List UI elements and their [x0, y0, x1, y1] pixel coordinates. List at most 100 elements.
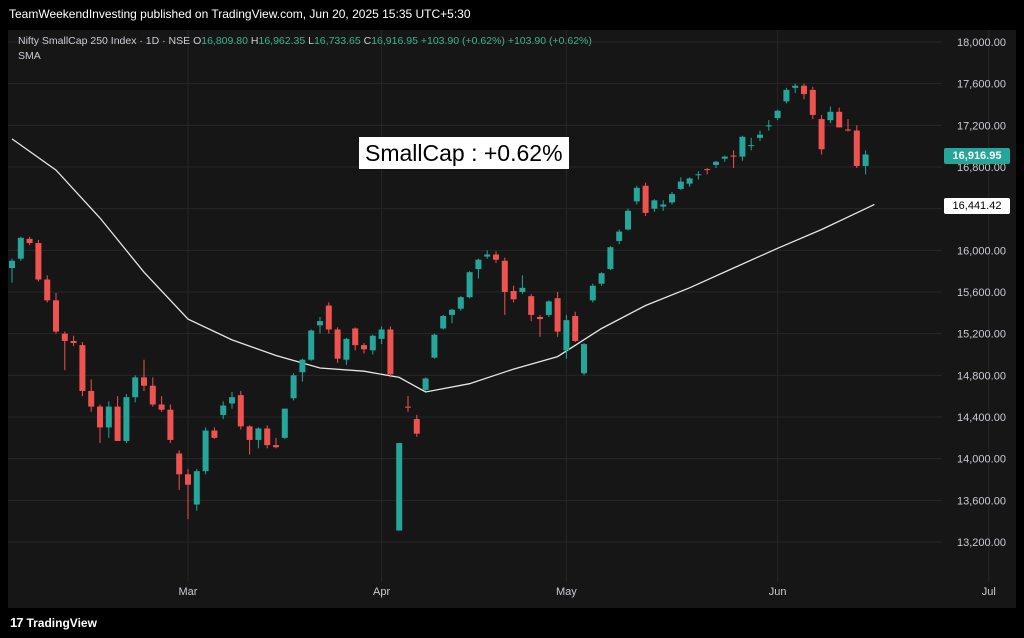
- grid-lines: [8, 30, 990, 582]
- candle-body: [202, 430, 209, 472]
- candle: [642, 182, 649, 216]
- candle: [625, 208, 631, 231]
- candle-body: [378, 329, 385, 339]
- candle-body: [26, 238, 33, 244]
- candle: [537, 314, 543, 337]
- candle: [765, 120, 772, 131]
- candle-body: [651, 200, 658, 209]
- time-tick-label: Jun: [769, 586, 787, 598]
- candle-body: [677, 181, 684, 189]
- candle-body: [317, 321, 323, 326]
- candle-body: [193, 471, 200, 505]
- candle-body: [17, 237, 24, 259]
- candle: [281, 408, 288, 439]
- candle-body: [836, 111, 843, 128]
- candle: [686, 177, 693, 187]
- candle-body: [132, 377, 139, 398]
- high-value: 16,962.35: [258, 35, 306, 47]
- candle: [545, 300, 552, 317]
- candle-body: [220, 405, 227, 415]
- candle-body: [290, 375, 297, 399]
- candle: [352, 327, 359, 351]
- candle: [660, 200, 667, 211]
- candle-body: [141, 377, 147, 386]
- smallcap-annotation: SmallCap : +0.62%: [359, 137, 569, 169]
- candle: [220, 401, 227, 420]
- candle-body: [264, 428, 271, 446]
- candle: [229, 392, 235, 409]
- time-tick-label: Mar: [179, 586, 198, 598]
- candle-body: [581, 344, 587, 374]
- candle: [862, 150, 869, 175]
- candle: [9, 258, 15, 283]
- candle: [132, 375, 139, 403]
- candle: [264, 425, 271, 449]
- candle: [202, 427, 209, 475]
- published-by-text: TeamWeekendInvesting published on Tradin…: [9, 7, 471, 21]
- candle-body: [35, 243, 42, 280]
- candle: [484, 250, 491, 259]
- close-value: 16,916.95: [371, 35, 418, 47]
- sma-line-layer: [11, 138, 875, 393]
- candle-body: [44, 279, 51, 301]
- candle: [105, 401, 112, 438]
- candle: [431, 333, 438, 359]
- symbol-name: Nifty SmallCap 250 Index · 1D · NSE: [18, 35, 191, 47]
- candle: [651, 199, 658, 212]
- candle: [528, 294, 535, 322]
- candle-body: [501, 260, 508, 292]
- candle-body: [246, 426, 253, 440]
- candle-body: [809, 89, 816, 115]
- candle-body: [70, 340, 77, 344]
- candle-body: [598, 273, 605, 284]
- candle-body: [9, 260, 15, 269]
- time-tick-label: Apr: [373, 586, 390, 598]
- tradingview-brand-text: TradingView: [26, 616, 97, 630]
- candles-layer: [9, 83, 869, 531]
- candle-body: [642, 185, 649, 213]
- candle: [396, 443, 403, 531]
- price-tick-label: 17,600.00: [957, 79, 1006, 91]
- symbol-legend: Nifty SmallCap 250 Index · 1D · NSE O16,…: [18, 35, 592, 47]
- candle-body: [660, 204, 667, 207]
- candle: [853, 125, 860, 169]
- candle-body: [845, 129, 851, 131]
- sma-indicator-label[interactable]: SMA: [18, 50, 41, 62]
- candle: [563, 314, 570, 359]
- candle: [616, 229, 623, 245]
- candle-body: [449, 309, 455, 315]
- candle-body: [730, 155, 737, 157]
- candle-body: [713, 161, 719, 165]
- candle-body: [765, 125, 772, 127]
- candle-body: [405, 406, 411, 408]
- candle: [317, 317, 323, 334]
- candle-body: [361, 345, 367, 350]
- candle: [61, 331, 68, 371]
- candle-body: [589, 285, 596, 301]
- candle: [589, 283, 596, 303]
- candle-body: [563, 320, 570, 351]
- candle: [26, 236, 33, 246]
- candle-body: [123, 397, 130, 441]
- candle-body: [431, 334, 438, 358]
- tradingview-logo[interactable]: 17 TradingView: [10, 615, 97, 630]
- candle-body: [616, 231, 623, 241]
- candle-body: [686, 178, 693, 184]
- candle-body: [281, 408, 288, 438]
- candle: [607, 246, 614, 271]
- candle: [334, 327, 341, 363]
- candle-body: [325, 305, 332, 330]
- candle-body: [396, 443, 403, 531]
- candle-body: [440, 315, 447, 329]
- price-tick-label: 16,000.00: [957, 245, 1006, 257]
- candle-body: [572, 315, 579, 341]
- candle-body: [149, 385, 156, 405]
- candle-body: [79, 345, 86, 391]
- candle: [739, 135, 746, 161]
- candle: [598, 272, 605, 286]
- candle: [44, 275, 51, 303]
- price-tick-label: 15,600.00: [957, 287, 1006, 299]
- candle-body: [704, 169, 711, 171]
